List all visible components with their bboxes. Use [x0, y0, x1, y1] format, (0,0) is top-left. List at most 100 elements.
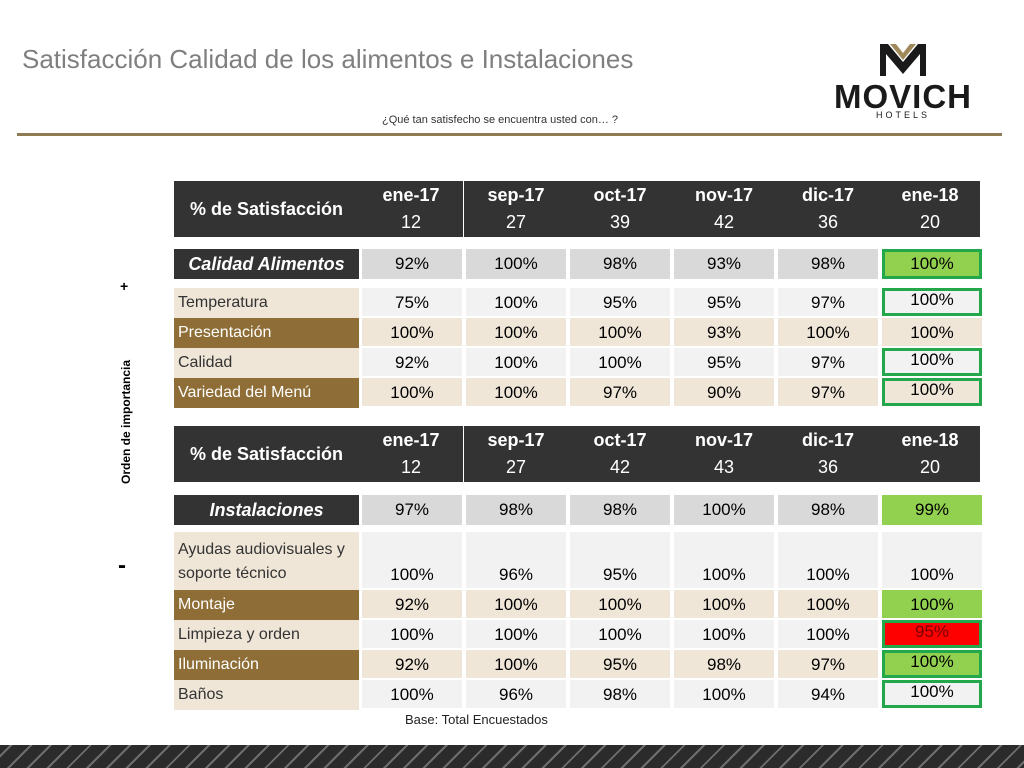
month-label: nov-17	[694, 430, 754, 450]
value-cell: 100%	[882, 532, 982, 588]
table-header-month: oct-17 42	[568, 426, 672, 482]
month-label: ene-18	[901, 430, 959, 450]
value-cell: 100%	[674, 680, 774, 708]
footer-pattern	[0, 745, 1024, 768]
value-cell: 100%	[570, 620, 670, 648]
table-header-month: oct-17 39	[568, 181, 672, 237]
value-cell: 100%	[778, 318, 878, 346]
value-cell: 100%	[362, 620, 462, 648]
value-cell: 100%	[570, 318, 670, 346]
respondent-count: 27	[505, 457, 527, 477]
movich-logo: MOVICH HOTELS	[818, 40, 988, 122]
value-cell: 100%	[778, 532, 878, 588]
value-cell: 97%	[778, 288, 878, 316]
summary-value: 92%	[362, 249, 462, 279]
table-header-month: dic-17 36	[776, 426, 880, 482]
table-header-month: nov-17 42	[672, 181, 776, 237]
value-cell: 100%	[882, 348, 982, 376]
value-cell: 95%	[882, 620, 982, 648]
respondent-count: 12	[400, 212, 422, 232]
respondent-count: 42	[609, 457, 631, 477]
summary-value: 100%	[466, 249, 566, 279]
row-label: Montaje	[174, 590, 359, 620]
row-label: Presentación	[174, 318, 359, 348]
value-cell: 97%	[778, 378, 878, 406]
value-cell: 100%	[674, 620, 774, 648]
logo-wordmark: MOVICH	[834, 78, 972, 115]
survey-question: ¿Qué tan satisfecho se encuentra usted c…	[381, 114, 619, 126]
value-cell: 92%	[362, 348, 462, 376]
page-title: Satisfacción Calidad de los alimentos e …	[22, 44, 634, 74]
table-header-month: dic-17 36	[776, 181, 880, 237]
table-header-month: ene-17 12	[359, 426, 463, 482]
summary-row-label: Instalaciones	[174, 495, 359, 525]
base-note: Base: Total Encuestados	[405, 712, 548, 727]
value-cell: 100%	[882, 590, 982, 618]
table-header-label: % de Satisfacción	[174, 181, 359, 237]
summary-value: 98%	[570, 495, 670, 525]
value-cell: 95%	[570, 650, 670, 678]
respondent-count: 20	[919, 212, 941, 232]
respondent-count: 27	[505, 212, 527, 232]
value-cell: 100%	[466, 318, 566, 346]
value-cell: 97%	[778, 650, 878, 678]
value-cell: 98%	[570, 680, 670, 708]
value-cell: 100%	[466, 378, 566, 406]
summary-value: 97%	[362, 495, 462, 525]
row-label: Calidad	[174, 348, 359, 378]
mm-emblem-icon	[880, 44, 926, 76]
value-cell: 95%	[674, 348, 774, 376]
table-header-month: nov-17 43	[672, 426, 776, 482]
value-cell: 96%	[466, 532, 566, 588]
month-label: dic-17	[801, 430, 855, 450]
value-cell: 100%	[882, 288, 982, 316]
value-cell: 100%	[362, 318, 462, 346]
summary-value: 99%	[882, 495, 982, 525]
row-label: Baños	[174, 680, 359, 710]
value-cell: 100%	[570, 590, 670, 618]
value-cell: 95%	[570, 532, 670, 588]
value-cell: 100%	[466, 650, 566, 678]
value-cell: 95%	[674, 288, 774, 316]
value-cell: 100%	[882, 650, 982, 678]
respondent-count: 12	[400, 457, 422, 477]
month-label: dic-17	[801, 185, 855, 205]
importance-plus: +	[120, 278, 129, 294]
month-label: sep-17	[487, 430, 545, 450]
value-cell: 95%	[570, 288, 670, 316]
value-cell: 100%	[362, 532, 462, 588]
logo-subtitle: HOTELS	[875, 110, 930, 120]
value-cell: 98%	[674, 650, 774, 678]
month-label: ene-17	[382, 430, 440, 450]
table-header-month: sep-17 27	[464, 426, 568, 482]
value-cell: 100%	[882, 680, 982, 708]
value-cell: 100%	[778, 590, 878, 618]
value-cell: 100%	[778, 620, 878, 648]
table-header-month: sep-17 27	[464, 181, 568, 237]
value-cell: 90%	[674, 378, 774, 406]
table-header-month: ene-17 12	[359, 181, 463, 237]
value-cell: 100%	[362, 378, 462, 406]
summary-value: 98%	[570, 249, 670, 279]
value-cell: 97%	[778, 348, 878, 376]
table-header-label: % de Satisfacción	[174, 426, 359, 482]
value-cell: 100%	[362, 680, 462, 708]
importance-minus: -	[118, 552, 126, 579]
row-label: Limpieza y orden	[174, 620, 359, 650]
value-cell: 100%	[882, 378, 982, 406]
month-label: ene-18	[901, 185, 959, 205]
summary-value: 98%	[466, 495, 566, 525]
summary-value: 98%	[778, 249, 878, 279]
value-cell: 92%	[362, 590, 462, 618]
value-cell: 100%	[674, 532, 774, 588]
respondent-count: 42	[713, 212, 735, 232]
value-cell: 75%	[362, 288, 462, 316]
respondent-count: 39	[609, 212, 631, 232]
row-label: Iluminación	[174, 650, 359, 680]
month-label: oct-17	[593, 185, 647, 205]
summary-value: 93%	[674, 249, 774, 279]
table-header-month: ene-18 20	[880, 181, 980, 237]
value-cell: 100%	[570, 348, 670, 376]
summary-row-label: Calidad Alimentos	[174, 249, 359, 279]
row-label: Variedad del Menú	[174, 378, 359, 408]
